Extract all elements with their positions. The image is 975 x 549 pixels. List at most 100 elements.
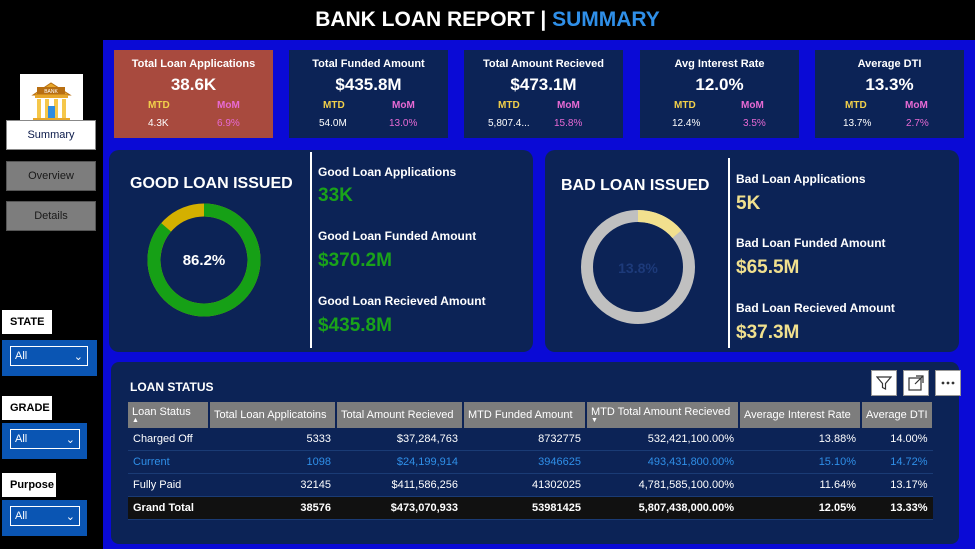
svg-text:BANK: BANK	[44, 89, 58, 95]
table-row[interactable]: Fully Paid 32145 $411,586,256 41302025 4…	[128, 473, 933, 497]
state-filter: All ⌄	[2, 340, 97, 376]
kpi-mtd-label: MTD	[498, 100, 520, 111]
kpi-mtd-label: MTD	[148, 100, 170, 111]
kpi-card-average-dti: Average DTI 13.3% MTD MoM 13.7% 2.7%	[815, 50, 964, 138]
bad-received-value: $37.3M	[736, 322, 800, 343]
cell-dti: 14.00%	[861, 428, 933, 451]
good-loan-donut-arc	[147, 203, 261, 317]
bad-loan-title: BAD LOAN ISSUED	[561, 177, 710, 194]
column-header[interactable]: MTD Funded Amount	[463, 402, 587, 428]
kpi-mtd-label: MTD	[323, 100, 345, 111]
chevron-down-icon: ⌄	[65, 510, 75, 523]
divider	[728, 158, 730, 348]
cell-applications: 5333	[209, 428, 336, 451]
kpi-mom-value: 6.9%	[217, 118, 240, 129]
column-header[interactable]: Total Loan Applicatoins	[209, 402, 337, 428]
purpose-filter: All ⌄	[2, 500, 87, 536]
cell-mtd-funded: 41302025	[463, 473, 586, 497]
filter-icon[interactable]	[871, 370, 897, 396]
kpi-mom-label: MoM	[557, 100, 580, 111]
table-row[interactable]: Current 1098 $24,199,914 3946625 493,431…	[128, 450, 933, 474]
grand-total-row: Grand Total 38576 $473,070,933 53981425 …	[128, 496, 933, 520]
cell-loan-status: Grand Total	[128, 496, 209, 520]
loan-status-panel: LOAN STATUS Loan Status ▲ Total Loan Appl…	[111, 362, 961, 544]
kpi-value: 38.6K	[170, 75, 217, 94]
kpi-mtd-label: MTD	[845, 100, 867, 111]
kpi-mom-value: 13.0%	[389, 118, 418, 129]
kpi-mtd-value: 4.3K	[148, 118, 169, 129]
kpi-mom-label: MoM	[392, 100, 415, 111]
cell-mtd-funded: 8732775	[463, 428, 586, 451]
cell-mtd-received: 493,431,800.00%	[586, 450, 739, 474]
nav-summary-button[interactable]: Summary	[6, 120, 96, 150]
cell-applications: 32145	[209, 473, 336, 497]
cell-interest-rate: 12.05%	[739, 496, 861, 520]
good-loan-panel: GOOD LOAN ISSUED 86.2% Good Loan Applica…	[109, 150, 533, 352]
column-header[interactable]: Total Amount Recieved	[336, 402, 464, 428]
title-accent: SUMMARY	[552, 8, 660, 31]
cell-loan-status: Fully Paid	[128, 473, 209, 497]
kpi-mtd-label: MTD	[674, 100, 696, 111]
loan-status-table: Loan Status ▲ Total Loan Applicatoins Tot…	[128, 402, 934, 520]
purpose-select[interactable]: All ⌄	[10, 506, 80, 526]
bad-funded-value: $65.5M	[736, 257, 800, 278]
table-row[interactable]: Charged Off 5333 $37,284,763 8732775 532…	[128, 428, 933, 451]
state-select[interactable]: All ⌄	[10, 346, 88, 366]
cell-amount-received: $473,070,933	[336, 496, 463, 520]
grade-select[interactable]: All ⌄	[10, 429, 80, 449]
state-select-value: All	[15, 350, 28, 362]
sort-descending-icon: ▼	[591, 417, 598, 424]
table-header-row: Loan Status ▲ Total Loan Applicatoins Tot…	[128, 402, 934, 428]
kpi-value: 12.0%	[695, 75, 744, 94]
grade-filter: All ⌄	[2, 423, 87, 459]
good-apps-value: 33K	[318, 185, 353, 206]
kpi-mtd-value: 13.7%	[843, 118, 872, 129]
cell-interest-rate: 13.88%	[739, 428, 861, 451]
title-main: BANK LOAN REPORT |	[315, 8, 553, 31]
page-title: BANK LOAN REPORT | SUMMARY	[0, 8, 975, 32]
dashboard-canvas: Total Loan Applications 38.6K MTD MoM 4.…	[103, 40, 975, 549]
cell-dti: 13.33%	[861, 496, 933, 520]
bad-apps-label: Bad Loan Applications	[736, 172, 866, 186]
kpi-mom-label: MoM	[217, 100, 240, 111]
cell-dti: 14.72%	[861, 450, 933, 474]
cell-mtd-received: 5,807,438,000.00%	[586, 496, 739, 520]
good-received-label: Good Loan Recieved Amount	[318, 294, 486, 308]
kpi-value: 13.3%	[865, 75, 914, 94]
kpi-mtd-value: 5,807.4...	[488, 118, 530, 129]
good-funded-value: $370.2M	[318, 250, 392, 271]
chevron-down-icon: ⌄	[73, 350, 83, 363]
cell-applications: 38576	[209, 496, 336, 520]
nav-details-button[interactable]: Details	[6, 201, 96, 231]
kpi-mom-value: 2.7%	[906, 118, 929, 129]
kpi-value: $435.8M	[335, 75, 402, 94]
column-header[interactable]: Loan Status ▲	[128, 402, 210, 428]
bad-funded-label: Bad Loan Funded Amount	[736, 236, 886, 250]
column-header[interactable]: Average Interest Rate	[739, 402, 862, 428]
grade-select-value: All	[15, 433, 28, 445]
kpi-card-amount-received: Total Amount Recieved $473.1M MTD MoM 5,…	[464, 50, 623, 138]
cell-amount-received: $37,284,763	[336, 428, 463, 451]
cell-amount-received: $411,586,256	[336, 473, 463, 497]
column-header[interactable]: Average DTI	[861, 402, 934, 428]
chevron-down-icon: ⌄	[65, 433, 75, 446]
kpi-mtd-value: 12.4%	[672, 118, 701, 129]
nav-overview-button[interactable]: Overview	[6, 161, 96, 191]
cell-applications: 1098	[209, 450, 336, 474]
column-header[interactable]: MTD Total Amount Recieved ▼	[586, 402, 740, 428]
cell-loan-status: Charged Off	[128, 428, 209, 451]
more-options-icon[interactable]	[935, 370, 961, 396]
expand-icon[interactable]	[903, 370, 929, 396]
purpose-filter-label: Purpose	[2, 473, 56, 497]
cell-mtd-received: 532,421,100.00%	[586, 428, 739, 451]
kpi-mom-value: 15.8%	[554, 118, 583, 129]
sidebar: BANK Summary Overview Details STATE All ⌄…	[0, 40, 103, 549]
top-bar: BANK LOAN REPORT | SUMMARY	[0, 0, 975, 40]
bad-received-label: Bad Loan Recieved Amount	[736, 301, 895, 315]
kpi-value: $473.1M	[510, 75, 577, 94]
cell-dti: 13.17%	[861, 473, 933, 497]
good-received-value: $435.8M	[318, 315, 392, 336]
kpi-card-total-applications: Total Loan Applications 38.6K MTD MoM 4.…	[114, 50, 273, 138]
bad-apps-value: 5K	[736, 193, 761, 214]
loan-status-title: LOAN STATUS	[130, 380, 214, 394]
